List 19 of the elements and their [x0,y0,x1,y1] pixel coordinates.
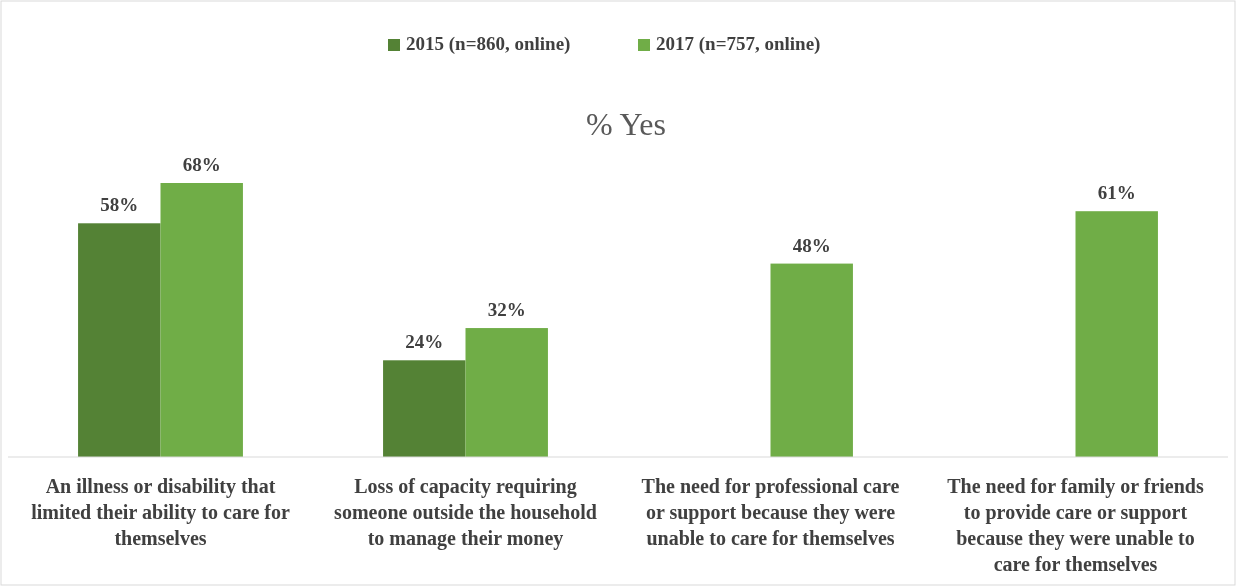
data-label: 24% [405,331,444,353]
bar [383,360,466,457]
x-tick-label: The need for family or friends to provide care or support because they were unable to care for themselves [947,475,1204,575]
x-tick-label: An illness or disability that limited their ability to care for themselves [31,475,290,549]
x-tick-label: Loss of capacity requiring someone outside the household to manage their money [334,475,597,550]
data-label: 61% [1097,182,1136,204]
data-label: 48% [792,234,831,256]
data-label: 58% [100,194,139,216]
bar [465,328,548,457]
chart-title: % Yes [585,106,667,142]
x-tick-label: The need for professional care or support because they were unable to care for themselves [641,475,900,549]
legend-label: 2017 (n=757, online) [656,33,821,55]
legend-label: 2015 (n=860, online) [406,33,571,55]
bar [160,183,243,457]
data-label: 68% [182,154,221,175]
bar [1075,211,1158,457]
bar [78,223,161,457]
bar [770,263,853,457]
data-label: 32% [487,299,526,321]
